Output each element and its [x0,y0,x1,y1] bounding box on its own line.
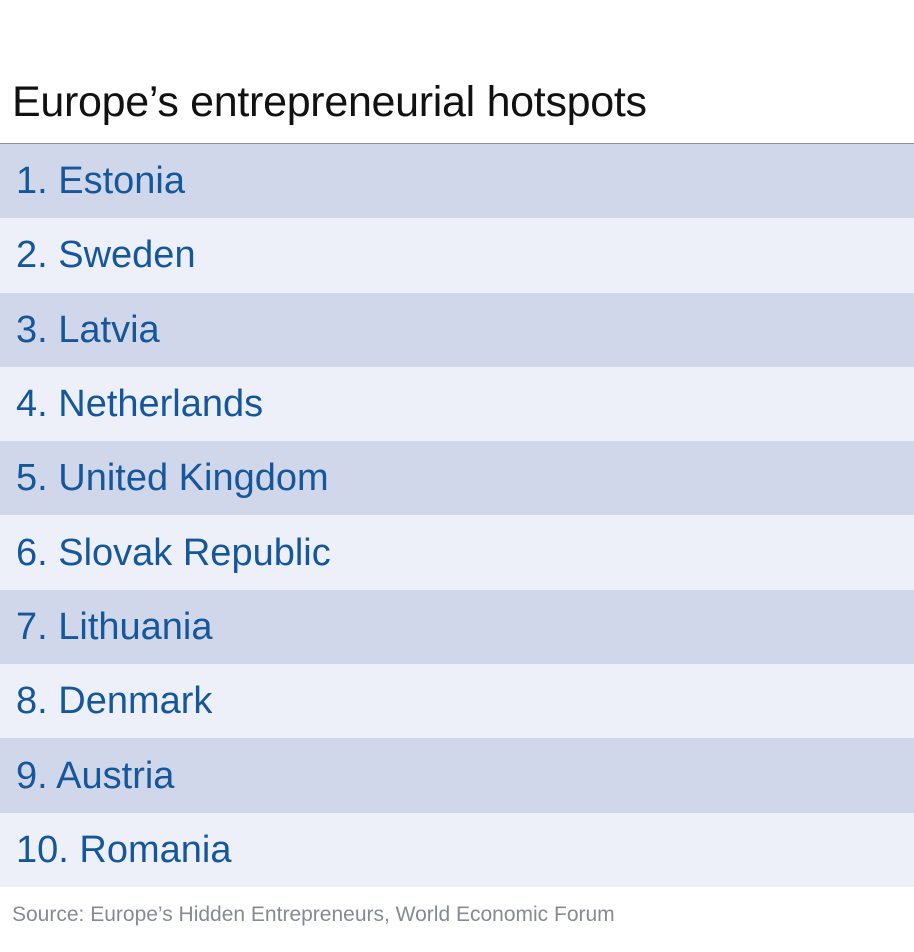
table-row: 8. Denmark [0,664,914,739]
table-row: 4. Netherlands [0,366,914,442]
row-label: 2. Sweden [16,234,196,277]
table-row: 3. Latvia [0,292,914,367]
row-label: 5. United Kingdom [16,457,329,500]
table-row: 7. Lithuania [0,589,914,665]
source-note: Source: Europe’s Hidden Entrepreneurs, W… [12,903,615,926]
row-label: 7. Lithuania [16,605,213,648]
table-row: 5. United Kingdom [0,441,914,516]
table-row: 6. Slovak Republic [0,515,914,590]
row-label: 3. Latvia [16,308,160,351]
row-label: 6. Slovak Republic [16,531,331,574]
row-label: 9. Austria [16,754,175,797]
row-label: 1. Estonia [16,160,185,203]
table-row: 10. Romania [0,812,914,887]
row-label: 4. Netherlands [16,383,264,426]
row-label: 10. Romania [16,828,232,871]
table-row: 2. Sweden [0,218,914,293]
table-top-rule [0,143,914,144]
table-row: 9. Austria [0,738,914,813]
row-label: 8. Denmark [16,680,213,723]
ranking-table: 1. Estonia 2. Sweden 3. Latvia 4. Netherlan… [0,144,914,887]
chart-title: Europe’s entrepreneurial hotspots [12,78,647,126]
table-row: 1. Estonia [0,144,914,219]
